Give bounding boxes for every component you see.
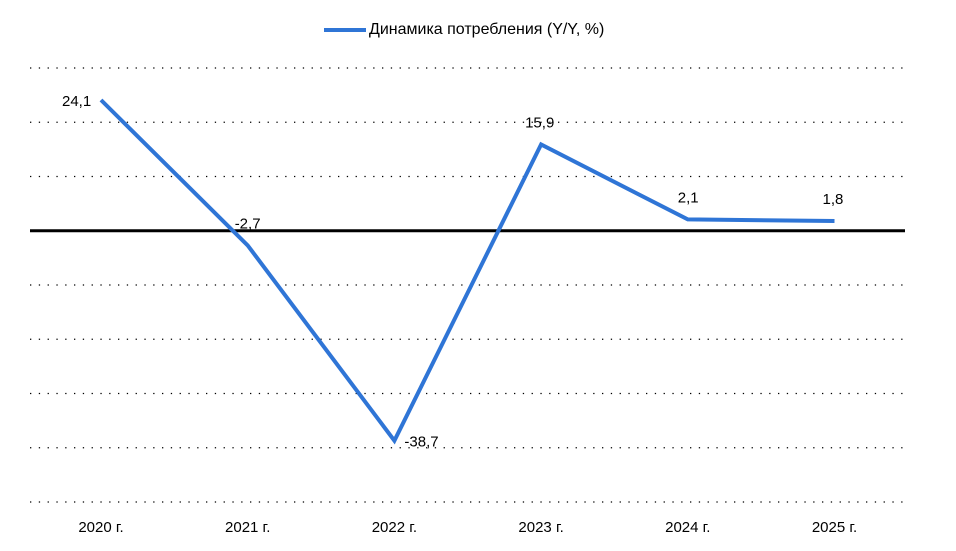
data-label: 15,9	[525, 115, 554, 132]
legend-series-swatch	[324, 28, 366, 32]
series-line	[99, 98, 835, 445]
x-tick-label: 2020 г.	[78, 519, 123, 536]
x-tick-label: 2024 г.	[665, 519, 710, 536]
chart-gridlines	[30, 67, 905, 503]
chart-legend: Динамика потребления (Y/Y, %)	[324, 18, 604, 42]
x-tick-label: 2021 г.	[225, 519, 270, 536]
x-tick-label: 2025 г.	[812, 519, 857, 536]
chart-x-axis: 2020 г. 2021 г. 2022 г. 2023 г. 2024 г. 2025 …	[78, 519, 857, 536]
chart-data-labels: 24,1 -2,7 -38,7 15,9 2,1 1,8	[62, 93, 843, 451]
legend-series-label: Динамика потребления (Y/Y, %)	[369, 21, 605, 38]
data-label: 2,1	[678, 189, 699, 206]
chart-series	[99, 98, 835, 445]
x-tick-label: 2023 г.	[518, 519, 563, 536]
data-label: 1,8	[823, 191, 844, 208]
data-label: 24,1	[62, 93, 91, 110]
data-label: -2,7	[235, 215, 261, 232]
data-label: -38,7	[404, 434, 438, 451]
x-tick-label: 2022 г.	[372, 519, 417, 536]
